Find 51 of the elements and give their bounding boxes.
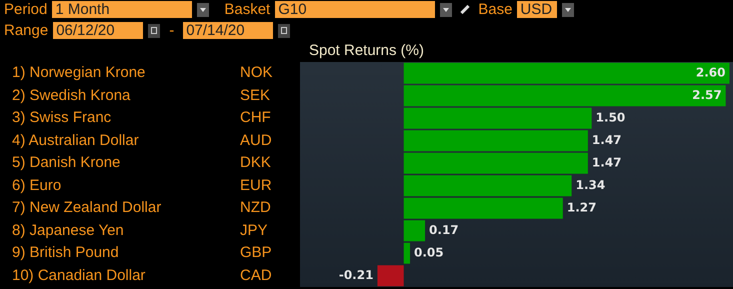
- bar: [404, 130, 588, 152]
- text: G10: [275, 1, 436, 18]
- y-tick-label: 9) British Pound: [12, 243, 119, 263]
- data-label: 1.50: [596, 110, 626, 124]
- text: Base: [478, 1, 512, 18]
- y2-tick-label: NZD: [240, 198, 271, 218]
- y2-tick-label: CHF: [240, 108, 271, 128]
- y2-tick-label: GBP: [240, 243, 272, 263]
- text: Basket: [224, 1, 270, 18]
- data-label: 1.27: [566, 200, 596, 214]
- data-label: 2.60: [696, 65, 726, 80]
- y2-tick-label: EUR: [240, 176, 272, 196]
- y-tick-label: 8) Japanese Yen: [12, 220, 124, 240]
- y2-tick-label: DKK: [240, 153, 271, 173]
- bar: [404, 175, 572, 196]
- y-tick-label: 10) Canadian Dollar: [12, 266, 146, 286]
- text: Period: [4, 1, 48, 18]
- text: -: [169, 22, 174, 39]
- y2-tick-label: NOK: [240, 63, 273, 83]
- bar: [404, 220, 426, 242]
- data-label: -0.21: [338, 268, 374, 282]
- chart-title: Spot Returns (%): [308, 42, 426, 59]
- data-label: 0.05: [414, 245, 444, 260]
- bar: [404, 198, 563, 219]
- text: 1 Month: [52, 1, 192, 18]
- y-tick-label: 1) Norwegian Krone: [12, 63, 146, 83]
- y-tick-label: 2) Swedish Krona: [12, 86, 130, 106]
- data-label: 0.17: [429, 222, 459, 237]
- bar: [404, 242, 410, 264]
- bar: [404, 108, 592, 129]
- y2-tick-label: JPY: [240, 220, 268, 240]
- y2-tick-label: AUD: [240, 130, 272, 150]
- text: Range: [4, 22, 48, 39]
- bar: [377, 265, 404, 286]
- text: 06/12/20: [53, 22, 144, 39]
- y-tick-label: 3) Swiss Franc: [12, 108, 112, 128]
- y-tick-label: 4) Australian Dollar: [12, 130, 139, 150]
- bar: [404, 85, 726, 106]
- bar: [404, 62, 730, 84]
- y-tick-label: 6) Euro: [12, 176, 62, 196]
- data-label: 2.57: [692, 88, 722, 102]
- y-tick-label: 7) New Zealand Dollar: [12, 198, 162, 218]
- text: USD: [517, 1, 558, 18]
- y-tick-label: 5) Danish Krone: [12, 153, 120, 173]
- bar: [404, 152, 588, 174]
- y2-tick-label: SEK: [240, 86, 270, 106]
- data-label: 1.47: [592, 132, 622, 147]
- data-label: 1.47: [592, 155, 622, 170]
- text: 07/14/20: [183, 22, 274, 39]
- y2-tick-label: CAD: [240, 266, 272, 286]
- data-label: 1.34: [576, 178, 606, 192]
